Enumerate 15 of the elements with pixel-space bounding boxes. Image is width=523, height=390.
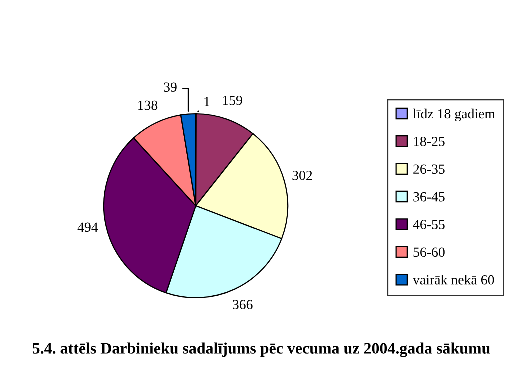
data-label: 39 [164,82,177,92]
data-label: 159 [223,96,242,106]
legend-label: 46-55 [413,220,445,230]
text: 5.4. attēls Darbinieku sadalījums pēc vecuma uz 2004.gada sākumu [32,342,490,358]
data-label: 138 [138,100,158,110]
data-label: 302 [292,170,312,180]
legend-label: vairāk nekā 60 [413,275,494,285]
legend-label: līdz 18 gadiem [413,108,496,122]
data-label: 1 [204,97,210,106]
data-label: 494 [78,222,98,232]
legend-label: 26-35 [414,164,445,174]
legend-label: 18-25 [414,137,445,146]
legend-label: 36-45 [414,192,445,202]
data-label: 366 [233,300,253,310]
legend-label: 56-60 [414,248,445,258]
